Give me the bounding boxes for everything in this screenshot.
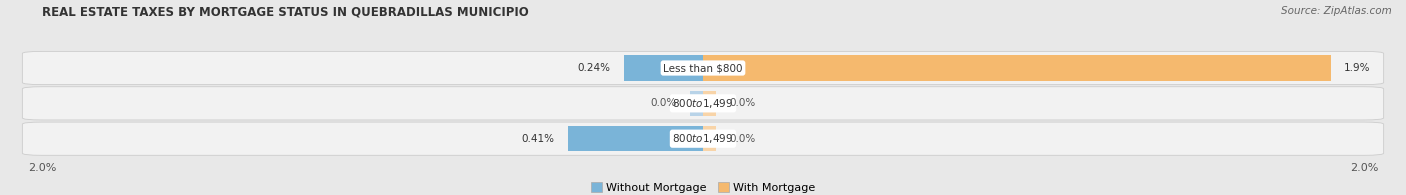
Text: $800 to $1,499: $800 to $1,499: [672, 132, 734, 145]
Text: $800 to $1,499: $800 to $1,499: [672, 97, 734, 110]
Bar: [690, 91, 703, 116]
Text: Less than $800: Less than $800: [664, 63, 742, 73]
Text: 0.24%: 0.24%: [578, 63, 610, 73]
FancyBboxPatch shape: [22, 122, 1384, 155]
Bar: [703, 91, 716, 116]
Text: 0.41%: 0.41%: [522, 134, 554, 144]
Text: 0.0%: 0.0%: [730, 134, 755, 144]
Bar: [568, 126, 703, 151]
Bar: [624, 55, 703, 81]
Text: 1.9%: 1.9%: [1344, 63, 1371, 73]
FancyBboxPatch shape: [22, 51, 1384, 85]
Bar: [703, 126, 716, 151]
Text: REAL ESTATE TAXES BY MORTGAGE STATUS IN QUEBRADILLAS MUNICIPIO: REAL ESTATE TAXES BY MORTGAGE STATUS IN …: [42, 6, 529, 19]
Legend: Without Mortgage, With Mortgage: Without Mortgage, With Mortgage: [586, 178, 820, 195]
Text: 0.0%: 0.0%: [730, 98, 755, 108]
Bar: [703, 55, 1330, 81]
FancyBboxPatch shape: [22, 87, 1384, 120]
Text: Source: ZipAtlas.com: Source: ZipAtlas.com: [1281, 6, 1392, 16]
Text: 0.0%: 0.0%: [651, 98, 676, 108]
